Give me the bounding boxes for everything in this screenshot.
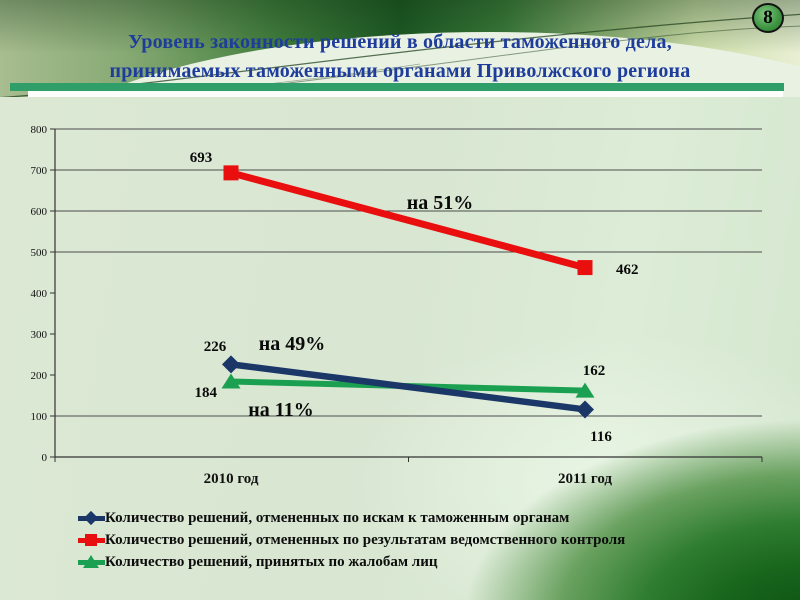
- y-tick-label: 0: [42, 452, 48, 464]
- data-point-label: 462: [616, 262, 639, 278]
- data-point-label: 116: [590, 429, 612, 445]
- data-point-label: 226: [204, 339, 227, 355]
- y-tick-label: 400: [31, 288, 48, 300]
- page-number-badge: 8: [752, 3, 784, 33]
- legend-swatch: [78, 554, 105, 570]
- legend-item-complaints: Количество решений, принятых по жалобам …: [78, 551, 625, 573]
- y-tick-label: 600: [31, 206, 48, 218]
- y-tick-label: 300: [31, 329, 48, 341]
- data-point-label: 162: [583, 363, 606, 379]
- series-line: [230, 169, 586, 271]
- legend-label: Количество решений, отмененных по резуль…: [105, 531, 626, 548]
- legend-item-court-claims: Количество решений, отмененных по искам …: [78, 507, 625, 529]
- title-underline-bar-white: [28, 91, 783, 97]
- y-tick-label: 700: [31, 165, 48, 177]
- chart-legend: Количество решений, отмененных по искам …: [78, 507, 625, 573]
- data-point-marker: [223, 165, 239, 181]
- data-point-marker: [575, 382, 595, 398]
- data-point-marker: [221, 373, 241, 389]
- series-line: [230, 361, 586, 413]
- title-line-1: Уровень законности решений в области там…: [128, 31, 672, 53]
- y-tick-label: 200: [31, 370, 48, 382]
- triangle-marker-icon: [83, 555, 99, 568]
- x-category-label: 2011 год: [558, 471, 612, 487]
- title-line-2: принимаемых таможенными органами Приволж…: [109, 60, 691, 82]
- legend-label: Количество решений, отмененных по искам …: [105, 509, 570, 526]
- annotation-label: на 49%: [259, 333, 326, 355]
- page-number: 8: [763, 7, 773, 28]
- data-point-marker: [222, 355, 240, 374]
- diamond-marker-icon: [83, 510, 99, 526]
- legend-swatch: [78, 532, 105, 548]
- legend-item-departmental-control: Количество решений, отмененных по резуль…: [78, 529, 625, 551]
- annotation-label: на 51%: [407, 192, 474, 214]
- line-chart: 800 700 600 500 400 300 200 100 0 2010 год 2011 го…: [31, 124, 763, 487]
- data-point-label: 184: [195, 385, 218, 401]
- y-tick-label: 500: [31, 247, 48, 259]
- data-point-marker: [577, 260, 593, 276]
- legend-label: Количество решений, принятых по жалобам …: [105, 553, 438, 570]
- annotation-label: на 11%: [248, 399, 313, 421]
- y-tick-label: 800: [31, 124, 48, 136]
- page-title: Уровень законности решений в области там…: [40, 28, 760, 86]
- square-marker-icon: [85, 534, 97, 546]
- y-tick-label: 100: [31, 411, 48, 423]
- x-category-label: 2010 год: [204, 471, 259, 487]
- data-point-marker: [576, 400, 594, 419]
- data-point-label: 693: [190, 150, 213, 166]
- legend-swatch: [78, 510, 105, 526]
